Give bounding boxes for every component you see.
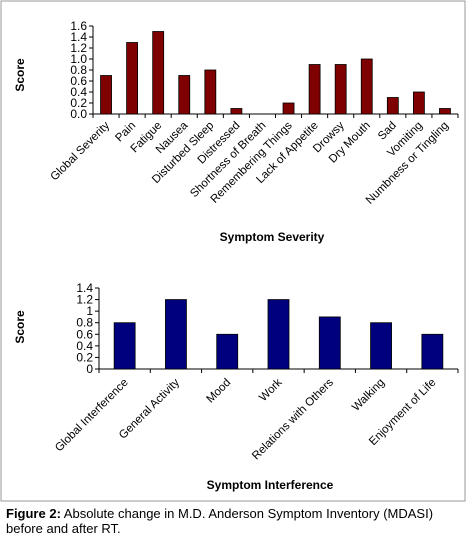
y-tick-label: 0.2	[76, 350, 93, 364]
bar	[267, 299, 290, 370]
bar	[370, 322, 392, 370]
y-tick-label: 1.2	[76, 293, 93, 307]
bar	[204, 69, 217, 115]
y-tick-label: 0.6	[70, 74, 87, 88]
caption-label: Figure 2:	[6, 506, 61, 521]
bar	[230, 108, 243, 115]
bar	[282, 102, 295, 115]
y-tick-label: 0	[86, 362, 93, 376]
y-tick-label: 1	[86, 304, 93, 318]
y-tick-label: 0.0	[70, 107, 87, 121]
bar	[439, 108, 451, 115]
y-tick-label: 0.2	[70, 96, 87, 110]
y-tick-label: 1.4	[70, 30, 87, 44]
bar	[386, 97, 399, 115]
y-axis-title: Score	[13, 310, 27, 344]
bar	[360, 58, 373, 115]
y-tick-label: 1.0	[70, 52, 87, 66]
bar	[100, 75, 112, 115]
y-tick-label: 0.8	[76, 316, 93, 330]
y-axis-title: Score	[13, 58, 27, 92]
bar	[318, 316, 341, 370]
bar	[113, 322, 136, 370]
caption-text: Absolute change in M.D. Anderson Symptom…	[6, 506, 434, 536]
y-tick-label: 0.8	[70, 63, 87, 77]
y-tick-label: 0.6	[76, 327, 93, 341]
bar	[334, 64, 347, 115]
figure-caption: Figure 2: Absolute change in M.D. Anders…	[6, 506, 460, 536]
figure-frame	[0, 0, 466, 502]
x-axis-title: Symptom Interference	[207, 478, 334, 492]
bar	[126, 42, 139, 115]
bar	[178, 75, 191, 115]
x-axis-title: Symptom Severity	[220, 230, 325, 244]
y-tick-label: 0.4	[70, 85, 87, 99]
bar	[412, 91, 425, 115]
y-tick-label: 1.6	[70, 19, 87, 33]
bar	[421, 333, 444, 370]
bar	[308, 64, 321, 115]
y-tick-label: 1.4	[76, 281, 93, 295]
y-tick-label: 1.2	[70, 41, 87, 55]
bar	[152, 31, 165, 115]
bar	[165, 299, 187, 370]
y-tick-label: 0.4	[76, 339, 93, 353]
bar	[216, 333, 239, 370]
